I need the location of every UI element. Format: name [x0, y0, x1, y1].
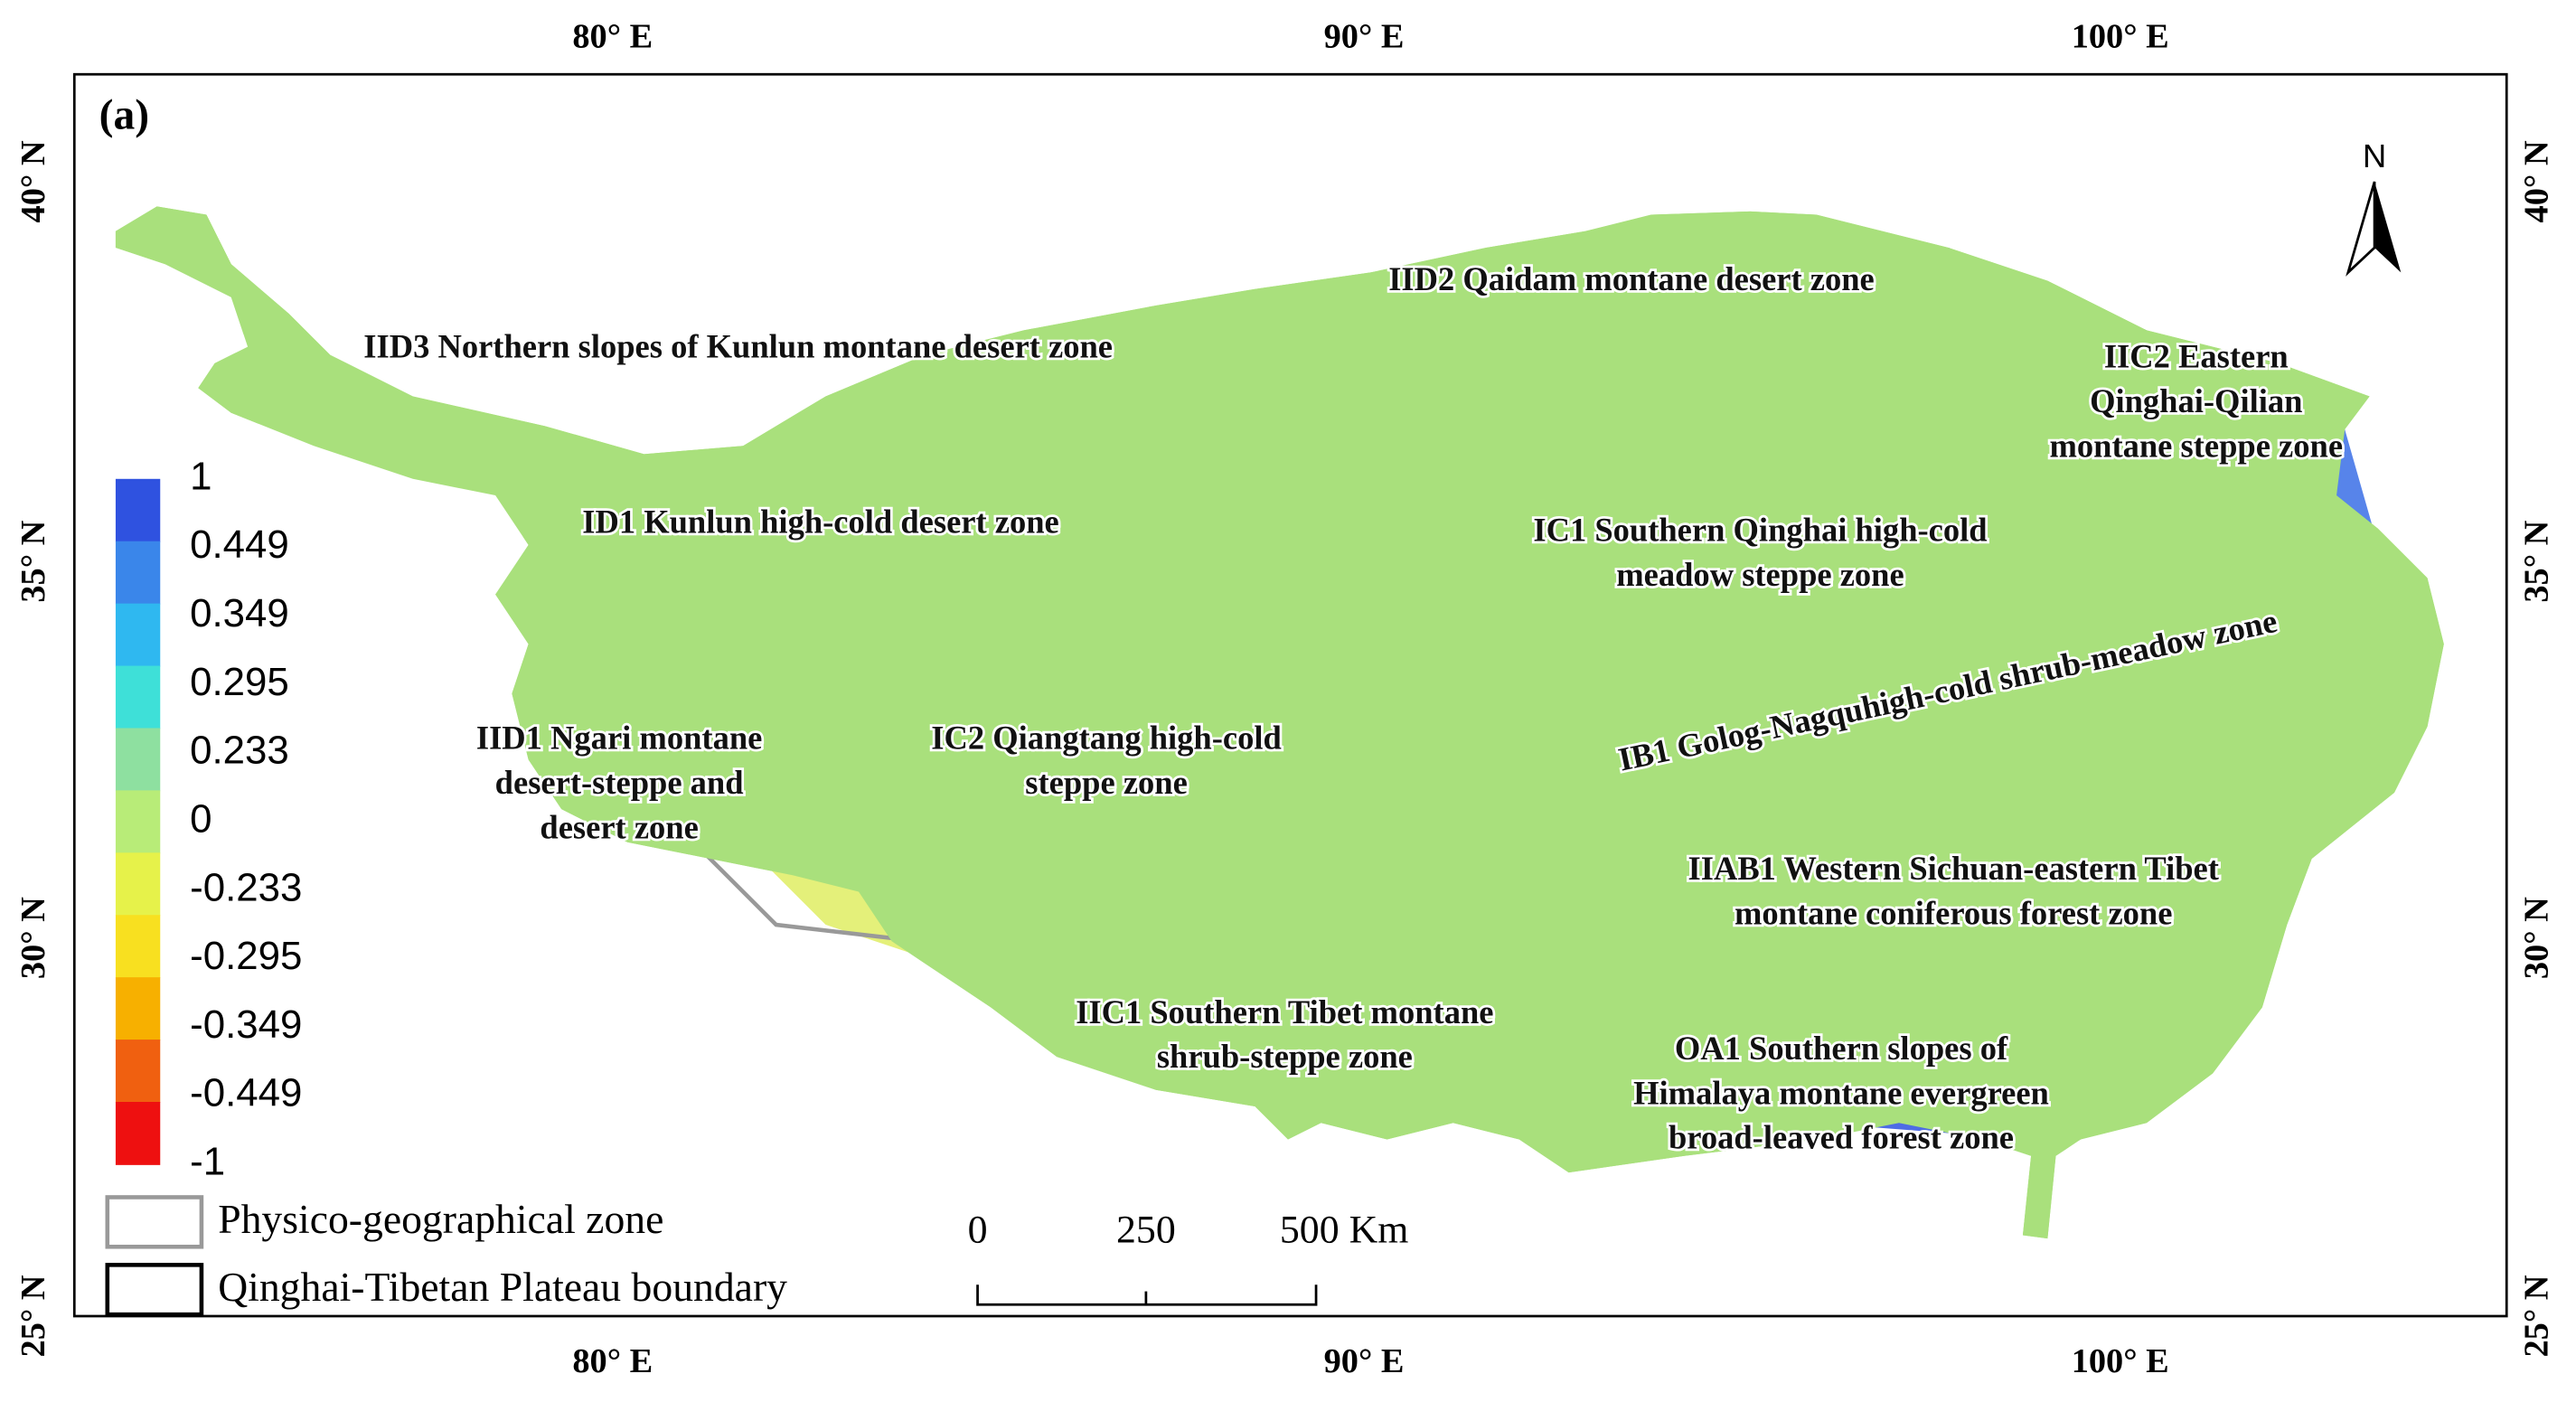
- lat-label-right: 40° N: [2518, 140, 2556, 222]
- lon-label-bottom: 80° E: [572, 1342, 653, 1380]
- lat-label-right: 25° N: [2518, 1275, 2556, 1357]
- zone-label: IIC1 Southern Tibet montane: [1076, 993, 1493, 1030]
- zone-label: IID1 Ngari montane: [476, 720, 762, 757]
- north-arrow: [2346, 181, 2402, 277]
- colorbar-label: -1: [190, 1140, 225, 1184]
- zone-label: IIAB1 Western Sichuan-eastern Tibet: [1688, 850, 2219, 887]
- colorbar-swatch: [115, 977, 161, 1041]
- colorbar-swatch: [115, 852, 161, 917]
- scale-label: 0: [968, 1209, 988, 1252]
- legend-zone-swatch: [105, 1195, 204, 1249]
- colorbar-label: -0.349: [190, 1002, 302, 1047]
- north-arrow-right: [2374, 181, 2402, 273]
- colorbar-swatch: [115, 790, 161, 854]
- colorbar-label: 0.233: [190, 729, 289, 773]
- zone-label: IID3 Northern slopes of Kunlun montane d…: [363, 328, 1113, 365]
- colorbar-swatch: [115, 541, 161, 605]
- zone-label: steppe zone: [1025, 764, 1188, 801]
- zone-label: IC2 Qiangtang high-cold: [931, 720, 1282, 757]
- zone-label: IC1 Southern Qinghai high-cold: [1533, 511, 1987, 548]
- zone-label: montane steppe zone: [2049, 427, 2343, 464]
- lon-label-top: 90° E: [1324, 18, 1405, 56]
- colorbar-label: 0.349: [190, 591, 289, 635]
- zone-label: broad-leaved forest zone: [1669, 1119, 2014, 1156]
- legend-label: Physico-geographical zone: [218, 1196, 663, 1242]
- lat-label-right: 30° N: [2518, 897, 2556, 979]
- zone-label: OA1 Southern slopes of: [1675, 1030, 2008, 1067]
- zone-label: Himalaya montane evergreen: [1633, 1074, 2049, 1111]
- zone-label: desert-steppe and: [495, 764, 744, 801]
- colorbar-label: -0.295: [190, 934, 302, 978]
- colorbar-swatch: [115, 1102, 161, 1165]
- zone-label: ID1 Kunlun high-cold desert zone: [582, 503, 1059, 540]
- lon-label-bottom: 90° E: [1324, 1342, 1405, 1380]
- colorbar-label: 0.295: [190, 660, 289, 704]
- lat-label-left: 35° N: [14, 520, 52, 602]
- zone-label: shrub-steppe zone: [1157, 1038, 1413, 1075]
- lat-label-left: 25° N: [14, 1275, 52, 1357]
- legend-label: Qinghai-Tibetan Plateau boundary: [218, 1264, 787, 1310]
- zone-label: IID2 Qaidam montane desert zone: [1388, 260, 1875, 297]
- lon-label-top: 80° E: [572, 18, 653, 56]
- lat-label-left: 40° N: [14, 140, 52, 222]
- north-arrow-left: [2346, 181, 2376, 277]
- zone-label: IIC2 Eastern: [2104, 338, 2289, 375]
- panel-label: (a): [99, 91, 149, 138]
- colorbar-swatch: [115, 728, 161, 792]
- colorbar-label: 0: [190, 796, 212, 841]
- zone-label: desert zone: [540, 808, 698, 845]
- lon-label-bottom: 100° E: [2072, 1342, 2169, 1380]
- north-label: N: [2363, 137, 2386, 174]
- colorbar-swatch: [115, 478, 161, 542]
- colorbar-swatch: [115, 1040, 161, 1103]
- scale-label: 500 Km: [1280, 1209, 1408, 1252]
- lat-label-left: 30° N: [14, 897, 52, 979]
- zone-label: Qinghai-Qilian: [2090, 382, 2302, 419]
- lon-label-top: 100° E: [2072, 18, 2169, 56]
- colorbar-swatch: [115, 665, 161, 729]
- colorbar-swatch: [115, 603, 161, 667]
- colorbar-label: -0.233: [190, 865, 302, 909]
- zone-label: montane coniferous forest zone: [1735, 894, 2172, 931]
- colorbar-label: -0.449: [190, 1071, 302, 1115]
- scale-label: 250: [1116, 1209, 1176, 1252]
- colorbar-label: 1: [190, 454, 212, 498]
- colorbar-label: 0.449: [190, 522, 289, 567]
- colorbar-swatch: [115, 915, 161, 979]
- legend-boundary-swatch: [105, 1263, 204, 1317]
- zone-label: meadow steppe zone: [1616, 556, 1904, 593]
- lat-label-right: 35° N: [2518, 520, 2556, 602]
